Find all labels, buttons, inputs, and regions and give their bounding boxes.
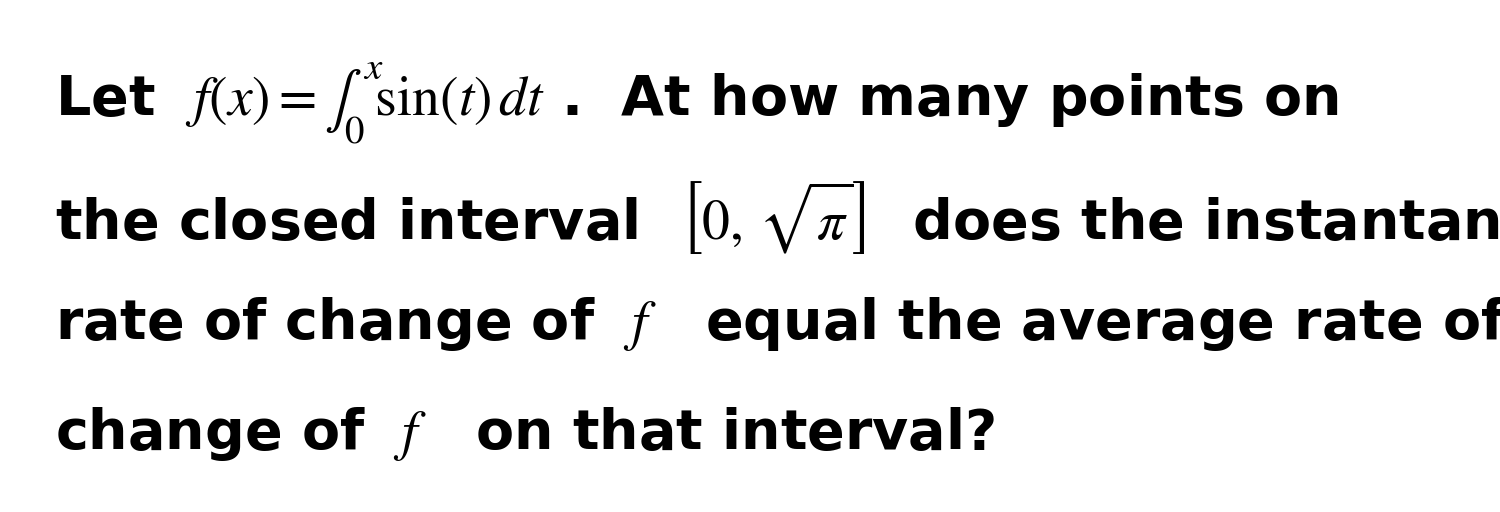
Text: rate of change of  $f$   equal the average rate of: rate of change of $f$ equal the average …: [56, 295, 1500, 353]
Text: the closed interval  $\left[0,\,\sqrt{\pi}\right]$  does the instantaneous: the closed interval $\left[0,\,\sqrt{\pi…: [56, 180, 1500, 258]
Text: change of  $f$   on that interval?: change of $f$ on that interval?: [56, 405, 994, 463]
Text: Let  $f(x) = \int_0^{x}\!\sin(t)\,dt$ .  At how many points on: Let $f(x) = \int_0^{x}\!\sin(t)\,dt$ . A…: [56, 60, 1338, 146]
